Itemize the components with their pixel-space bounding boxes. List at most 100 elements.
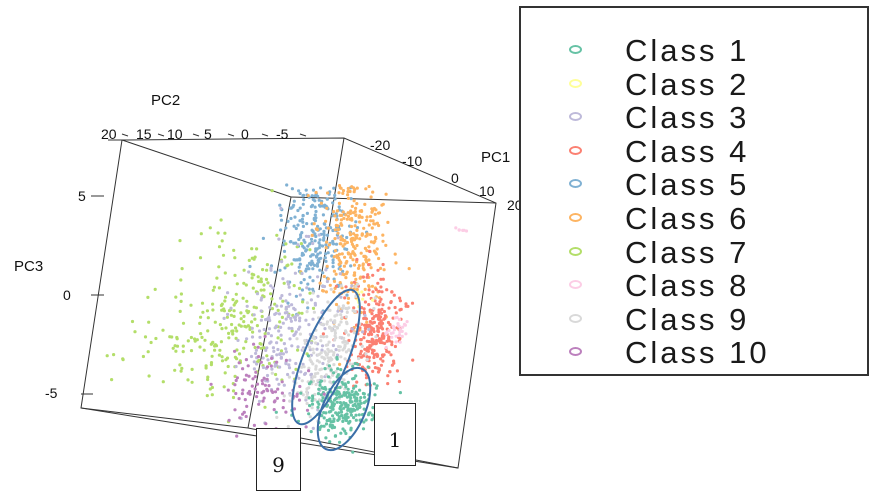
- data-point-class-5: [322, 229, 326, 233]
- data-point-class-7: [218, 323, 222, 327]
- data-point-class-1: [307, 396, 311, 400]
- data-point-class-4: [374, 352, 378, 356]
- data-point-class-9: [337, 305, 341, 309]
- data-point-class-10: [305, 408, 310, 412]
- data-point-class-4: [365, 275, 369, 279]
- data-point-class-6: [360, 232, 364, 236]
- data-point-class-7: [141, 354, 145, 359]
- data-point-class-1: [341, 419, 345, 423]
- data-point-class-5: [278, 203, 282, 207]
- data-point-class-4: [334, 284, 338, 288]
- data-point-class-3: [234, 364, 238, 369]
- data-point-class-7: [265, 354, 269, 358]
- data-point-class-3: [260, 296, 264, 300]
- data-point-class-9: [311, 347, 315, 351]
- data-point-class-1: [332, 398, 337, 402]
- data-point-class-7: [178, 239, 182, 243]
- data-point-class-9: [305, 401, 309, 406]
- data-point-class-6: [346, 193, 350, 197]
- data-point-class-10: [270, 389, 274, 393]
- data-point-class-4: [352, 306, 356, 310]
- data-point-class-5: [298, 262, 302, 266]
- data-point-class-4: [377, 289, 381, 293]
- data-point-class-6: [344, 261, 348, 265]
- data-point-class-3: [262, 327, 266, 332]
- data-point-class-3: [254, 348, 258, 352]
- data-point-class-10: [209, 382, 213, 386]
- data-point-class-1: [320, 399, 324, 403]
- data-point-class-1: [354, 390, 358, 394]
- data-point-class-9: [327, 357, 331, 361]
- data-point-class-10: [250, 384, 254, 388]
- data-point-class-4: [379, 297, 383, 301]
- pc2-tick-label: -5: [276, 126, 289, 142]
- data-point-class-5: [301, 214, 305, 218]
- data-point-class-1: [311, 396, 315, 400]
- data-point-class-7: [175, 337, 179, 341]
- data-point-class-6: [342, 264, 346, 268]
- data-point-class-1: [353, 361, 357, 366]
- data-point-class-3: [324, 268, 328, 272]
- data-point-class-3: [279, 325, 283, 329]
- data-point-class-4: [361, 275, 365, 279]
- data-point-class-6: [348, 233, 353, 237]
- data-point-class-5: [331, 239, 335, 243]
- data-point-class-6: [359, 251, 363, 255]
- data-point-class-5: [292, 224, 296, 228]
- legend-marker-icon: [569, 112, 582, 122]
- data-point-class-5: [320, 244, 325, 248]
- data-point-class-7: [211, 288, 215, 292]
- pc2-tick-label: 15: [136, 126, 152, 142]
- data-point-class-6: [355, 228, 359, 232]
- data-point-class-4: [379, 285, 383, 289]
- data-point-class-6: [369, 266, 373, 270]
- data-point-class-4: [347, 338, 351, 343]
- data-point-class-4: [343, 296, 347, 300]
- data-point-class-7: [153, 287, 157, 291]
- data-point-class-1: [311, 394, 315, 398]
- data-point-class-10: [244, 414, 248, 419]
- data-point-class-5: [331, 242, 336, 246]
- legend-marker-icon: [569, 78, 582, 88]
- data-point-class-1: [338, 440, 342, 444]
- pc2-tick-mark: [227, 133, 235, 137]
- data-point-class-7: [180, 267, 184, 271]
- data-point-class-7: [242, 320, 246, 324]
- data-point-class-6: [340, 252, 344, 256]
- data-point-class-7: [244, 283, 248, 287]
- data-point-class-8: [394, 340, 398, 344]
- data-point-class-1: [330, 401, 334, 405]
- data-point-class-6: [339, 235, 343, 239]
- data-point-class-5: [318, 268, 322, 272]
- data-point-class-3: [288, 337, 292, 341]
- data-point-class-6: [337, 191, 341, 195]
- data-point-class-6: [350, 237, 354, 241]
- data-point-class-7: [241, 296, 245, 300]
- highlight-ellipses: [291, 288, 372, 452]
- data-point-class-3: [268, 305, 272, 309]
- data-point-class-3: [298, 293, 302, 297]
- data-point-class-9: [319, 339, 323, 343]
- data-point-class-1: [324, 422, 329, 426]
- data-point-class-1: [335, 400, 339, 404]
- data-point-class-3: [247, 270, 251, 274]
- data-point-class-4: [387, 306, 391, 310]
- data-point-class-7: [264, 277, 269, 281]
- data-point-class-1: [365, 382, 369, 386]
- data-point-class-4: [380, 321, 385, 325]
- data-point-class-7: [186, 339, 190, 343]
- data-point-class-3: [316, 275, 320, 279]
- data-point-class-6: [361, 266, 365, 270]
- data-point-class-7: [267, 361, 271, 366]
- data-point-class-8: [397, 324, 401, 328]
- data-point-class-5: [311, 279, 315, 283]
- data-point-class-7: [263, 405, 267, 409]
- data-point-class-9: [345, 341, 350, 345]
- data-point-class-1: [332, 371, 336, 375]
- data-point-class-1: [364, 418, 368, 422]
- data-point-class-7: [251, 286, 255, 290]
- data-point-class-6: [319, 201, 323, 205]
- data-point-class-6: [370, 284, 374, 288]
- data-point-class-1: [337, 395, 341, 399]
- data-point-class-7: [239, 311, 243, 315]
